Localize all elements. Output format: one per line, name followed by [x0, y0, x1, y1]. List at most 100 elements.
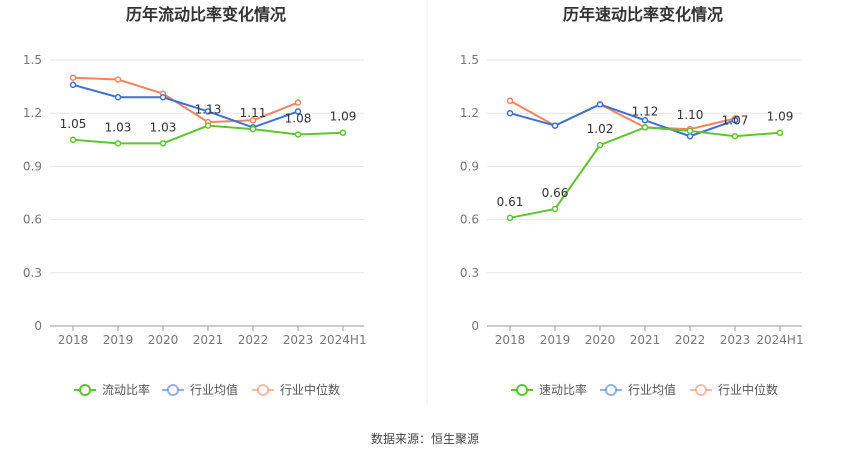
- data-point: [551, 205, 559, 213]
- data-point: [596, 101, 604, 108]
- data-label: 1.13: [195, 103, 222, 117]
- y-tick-label: 0.6: [23, 213, 42, 227]
- chart-title: 历年速动比率变化情况: [563, 5, 723, 24]
- data-point: [731, 117, 739, 124]
- y-tick-label: 1.2: [23, 106, 42, 120]
- legend-label: 行业中位数: [280, 382, 340, 397]
- data-label: 1.09: [330, 110, 357, 124]
- x-tick-label: 2020: [148, 333, 179, 347]
- data-point: [641, 124, 649, 131]
- y-tick-label: 0.6: [460, 213, 479, 227]
- legend-item: 行业均值: [162, 382, 238, 397]
- x-tick-label: 2023: [283, 333, 314, 347]
- legend-item: 行业中位数: [690, 382, 778, 397]
- legend-label: 行业均值: [628, 382, 676, 397]
- legend-label: 行业均值: [190, 382, 238, 397]
- series-line: [509, 103, 736, 138]
- data-point: [339, 129, 347, 136]
- chart-title: 历年流动比率变化情况: [126, 5, 286, 24]
- x-tick-label: 2019: [540, 333, 571, 347]
- x-tick-label: 2024H1: [756, 333, 803, 347]
- legend-swatch-marker: [79, 384, 91, 396]
- data-label: 0.61: [497, 195, 524, 209]
- data-label: 1.11: [240, 106, 267, 120]
- x-tick-label: 2021: [193, 333, 224, 347]
- y-tick-label: 0: [34, 319, 42, 333]
- data-point: [551, 122, 559, 129]
- series-line: [72, 83, 299, 129]
- legend-swatch-marker: [695, 384, 707, 396]
- data-point: [506, 214, 514, 222]
- legend-item: 流动比率: [74, 382, 150, 397]
- data-point: [159, 140, 167, 147]
- data-point: [686, 133, 694, 140]
- legend-label: 流动比率: [102, 382, 150, 397]
- quick-ratio-chart: 历年速动比率变化情况 0 0.3 0.6 0.9 1.2 1.5 2018 2019 2020 2…: [460, 5, 804, 397]
- series-line: [509, 99, 736, 131]
- data-point: [204, 108, 212, 115]
- x-tick-label: 2022: [238, 333, 269, 347]
- current-ratio-chart: 历年流动比率变化情况 0 0.3 0.6 0.9 1.2 1.5 2018 2019 2020 2…: [23, 5, 367, 397]
- y-tick-label: 1.2: [460, 106, 479, 120]
- data-label: 1.08: [285, 111, 312, 125]
- data-point: [686, 127, 694, 135]
- y-tick-label: 0.9: [23, 159, 42, 173]
- y-tick-label: 0.3: [23, 266, 42, 280]
- legend-item: 行业均值: [600, 382, 676, 397]
- data-point: [114, 140, 122, 147]
- data-point: [159, 93, 167, 101]
- y-tick-label: 0.3: [460, 266, 479, 280]
- data-point: [114, 93, 122, 101]
- legend-swatch-marker: [605, 384, 617, 396]
- x-tick-label: 2018: [58, 333, 89, 347]
- data-point: [249, 117, 257, 124]
- data-label: 1.03: [150, 120, 177, 134]
- y-tick-label: 0.9: [460, 159, 479, 173]
- x-tick-label: 2018: [495, 333, 526, 347]
- data-label: 1.02: [587, 122, 614, 136]
- data-point: [506, 97, 514, 105]
- source-note: 数据来源：恒生聚源: [371, 431, 479, 446]
- series-line: [509, 126, 781, 219]
- x-tick-label: 2022: [675, 333, 706, 347]
- data-label: 1.05: [60, 117, 87, 131]
- x-tick-label: 2021: [630, 333, 661, 347]
- data-point: [69, 81, 77, 89]
- legend-item: 速动比率: [511, 382, 587, 397]
- x-tick-label: 2023: [720, 333, 751, 347]
- data-point: [249, 125, 257, 133]
- data-label: 1.10: [677, 108, 704, 122]
- legend-label: 速动比率: [539, 382, 587, 397]
- y-tick-label: 1.5: [460, 53, 479, 67]
- data-point: [114, 76, 122, 83]
- y-tick-label: 0: [471, 319, 479, 333]
- legend-swatch-marker: [516, 384, 528, 396]
- data-point: [596, 141, 604, 149]
- data-point: [641, 117, 649, 124]
- data-point: [204, 122, 212, 129]
- legend-swatch-marker: [257, 384, 269, 396]
- data-point: [294, 99, 302, 106]
- x-tick-label: 2020: [585, 333, 616, 347]
- data-point: [294, 131, 302, 138]
- data-point: [69, 136, 77, 144]
- x-tick-label: 2024H1: [319, 333, 366, 347]
- series-line: [72, 76, 299, 124]
- data-point: [506, 109, 514, 117]
- x-tick-label: 2019: [103, 333, 134, 347]
- data-label: 1.03: [105, 120, 132, 134]
- data-point: [69, 74, 77, 81]
- y-tick-label: 1.5: [23, 53, 42, 67]
- data-point: [731, 133, 739, 140]
- legend-swatch-marker: [167, 384, 179, 396]
- legend-item: 行业中位数: [252, 382, 340, 397]
- data-label: 1.07: [722, 113, 749, 127]
- data-label: 0.66: [542, 186, 569, 200]
- data-point: [294, 108, 302, 115]
- data-label: 1.09: [767, 110, 794, 124]
- data-point: [776, 129, 784, 136]
- data-label: 1.12: [632, 104, 659, 118]
- legend-label: 行业中位数: [718, 382, 778, 397]
